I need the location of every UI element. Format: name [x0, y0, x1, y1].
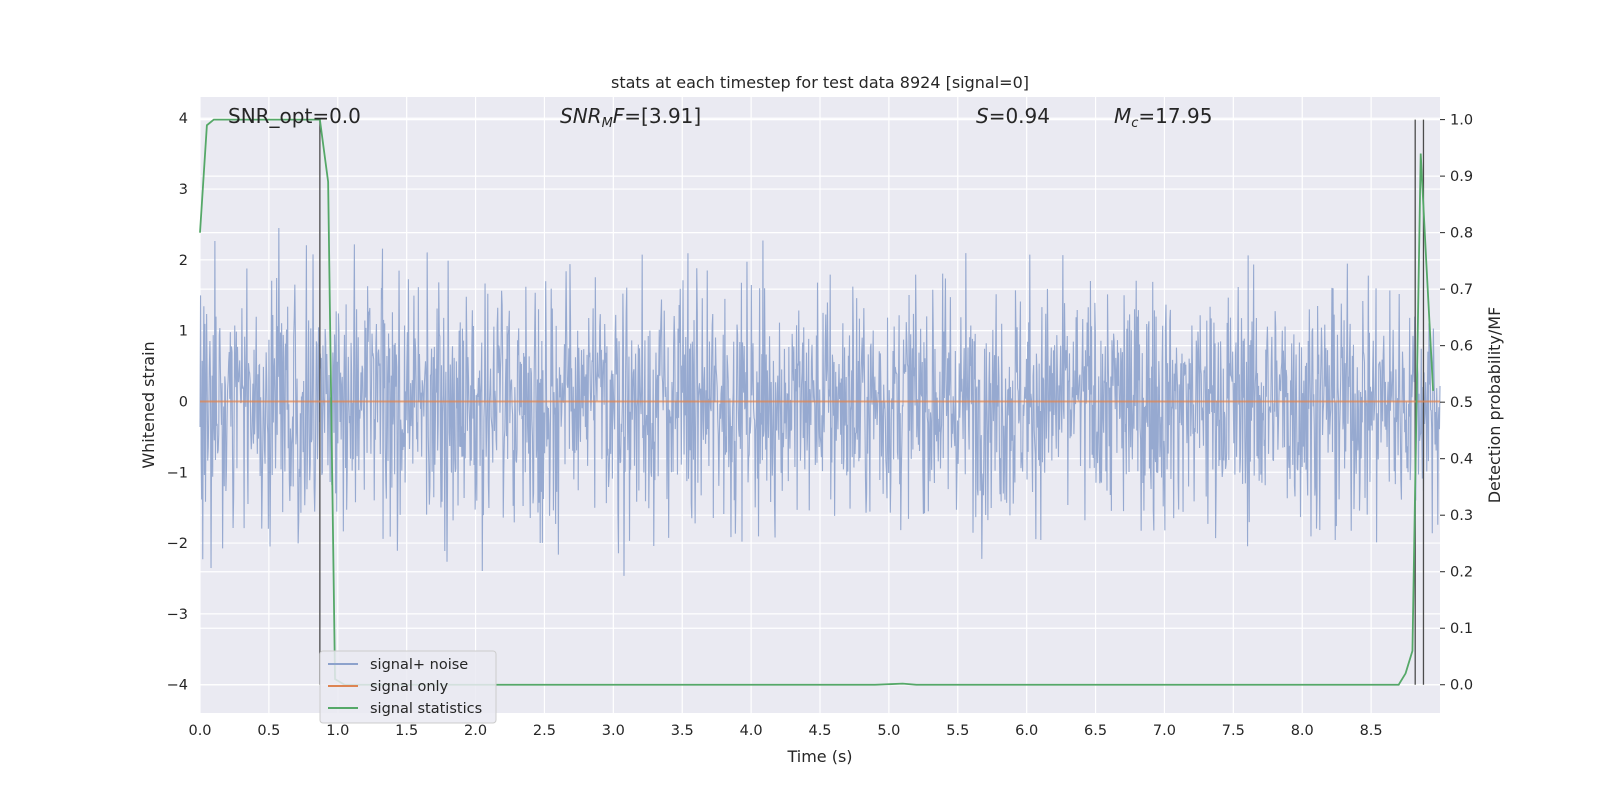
y-tick-label: −3 — [167, 607, 188, 623]
y-tick-label: −4 — [167, 678, 188, 694]
x-tick-label: 0.5 — [257, 723, 280, 739]
x-tick-label: 3.5 — [671, 723, 694, 739]
annotation-snr-opt: SNR_opt=0.0 — [228, 104, 361, 128]
tick-labels: 0.0 0.5 1.0 1.5 2.0 2.5 3.0 3.5 4.0 4.5 5.0 5.5 6.0 6… — [167, 111, 1473, 739]
y2-tick-label: 0.0 — [1450, 678, 1473, 694]
y2-tick-label: 0.3 — [1450, 508, 1473, 524]
x-tick-label: 2.5 — [533, 723, 556, 739]
x-tick-label: 5.5 — [946, 723, 969, 739]
chart-title: stats at each timestep for test data 892… — [611, 73, 1029, 92]
annotation-snr-mf-value: =[3.91] — [624, 104, 701, 128]
signal-noise-series — [199, 227, 1441, 576]
y-tick-label: 2 — [179, 253, 188, 269]
y2-tick-label: 0.5 — [1450, 395, 1473, 411]
signal-statistics-series — [199, 118, 1435, 686]
annotation-s-value: S=0.94 — [976, 104, 1050, 128]
annotation-s-number: =0.94 — [989, 104, 1050, 128]
annotation-snr-mf: SNRMF=[3.91] — [560, 104, 701, 131]
x-tick-label: 3.0 — [602, 723, 625, 739]
legend-frame — [319, 650, 497, 724]
signal-statistics-line — [199, 118, 1435, 686]
x-tick-label: 6.0 — [1015, 723, 1038, 739]
legend: signal+ noise signal only signal statist… — [319, 650, 497, 724]
annotation-mc-number: =17.95 — [1138, 104, 1212, 128]
legend-label-signal-only: signal only — [370, 679, 449, 695]
x-axis-label: Time (s) — [786, 747, 852, 766]
y2-tick-label: 0.9 — [1450, 169, 1473, 185]
y-tick-label: 1 — [179, 324, 188, 340]
x-tick-label: 4.5 — [808, 723, 831, 739]
y2-tick-label: 0.1 — [1450, 621, 1473, 637]
y2-tick-label: 0.6 — [1450, 339, 1473, 355]
y2-tick-label: 1.0 — [1450, 113, 1473, 129]
x-tick-label: 1.0 — [326, 723, 349, 739]
y-tick-label: 3 — [179, 182, 188, 198]
x-tick-label: 4.0 — [740, 723, 763, 739]
y-tick-label: 4 — [179, 111, 188, 127]
y-tick-label: 0 — [179, 394, 188, 410]
x-tick-label: 8.5 — [1360, 723, 1383, 739]
y2-tick-label: 0.4 — [1450, 452, 1473, 468]
y2-tick-label: 0.8 — [1450, 226, 1473, 242]
annotation-mc-value: Mc=17.95 — [1114, 104, 1212, 131]
legend-label-signal-statistics: signal statistics — [370, 701, 482, 717]
x-tick-label: 7.0 — [1153, 723, 1176, 739]
legend-label-signal-noise: signal+ noise — [370, 657, 468, 673]
x-tick-label: 7.5 — [1222, 723, 1245, 739]
x-tick-label: 2.0 — [464, 723, 487, 739]
y2-tick-label: 0.7 — [1450, 282, 1473, 298]
y2-axis-label: Detection probability/MF — [1485, 307, 1504, 504]
x-tick-label: 8.0 — [1291, 723, 1314, 739]
x-tick-label: 6.5 — [1084, 723, 1107, 739]
y-tick-label: −1 — [167, 465, 188, 481]
signal-noise-line — [199, 227, 1441, 576]
y2-tick-label: 0.2 — [1450, 565, 1473, 581]
y-axis-label: Whitened strain — [139, 341, 158, 468]
x-tick-label: 1.5 — [395, 723, 418, 739]
x-tick-label: 5.0 — [877, 723, 900, 739]
y-tick-label: −2 — [167, 536, 188, 552]
x-tick-label: 0.0 — [188, 723, 211, 739]
